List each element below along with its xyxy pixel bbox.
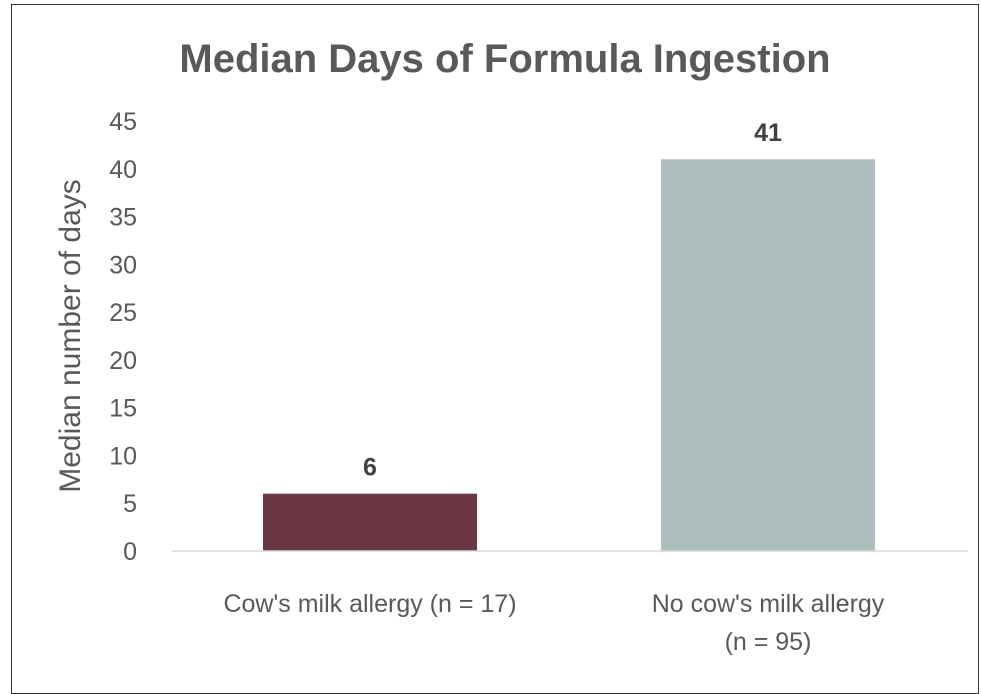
bar-chart: Median Days of Formula Ingestion Median … [54,37,968,656]
y-tick-label: 5 [123,490,137,518]
y-axis-label: Median number of days [54,179,87,493]
y-tick-label: 35 [109,204,137,232]
category-label: (n = 95) [725,628,812,656]
bar [661,159,875,551]
y-tick-label: 15 [109,395,137,423]
data-label: 6 [363,454,377,482]
category-label: No cow's milk allergy [652,590,885,618]
data-label: 41 [754,119,782,147]
y-tick-label: 10 [109,442,137,470]
y-tick-label: 25 [109,299,137,327]
y-tick-label: 40 [109,156,137,184]
category-labels: Cow's milk allergy (n = 17) No cow's milk… [223,590,884,656]
bar [263,493,477,551]
data-labels: 6 41 [363,119,782,481]
y-tick-label: 45 [109,108,137,136]
y-tick-label: 0 [123,538,137,566]
y-axis-ticks: 0 5 10 15 20 25 30 35 40 45 [109,108,137,566]
chart-title: Median Days of Formula Ingestion [179,37,830,81]
category-label: Cow's milk allergy (n = 17) [223,590,516,618]
y-tick-label: 20 [109,347,137,375]
bars [263,159,875,551]
y-tick-label: 30 [109,251,137,279]
